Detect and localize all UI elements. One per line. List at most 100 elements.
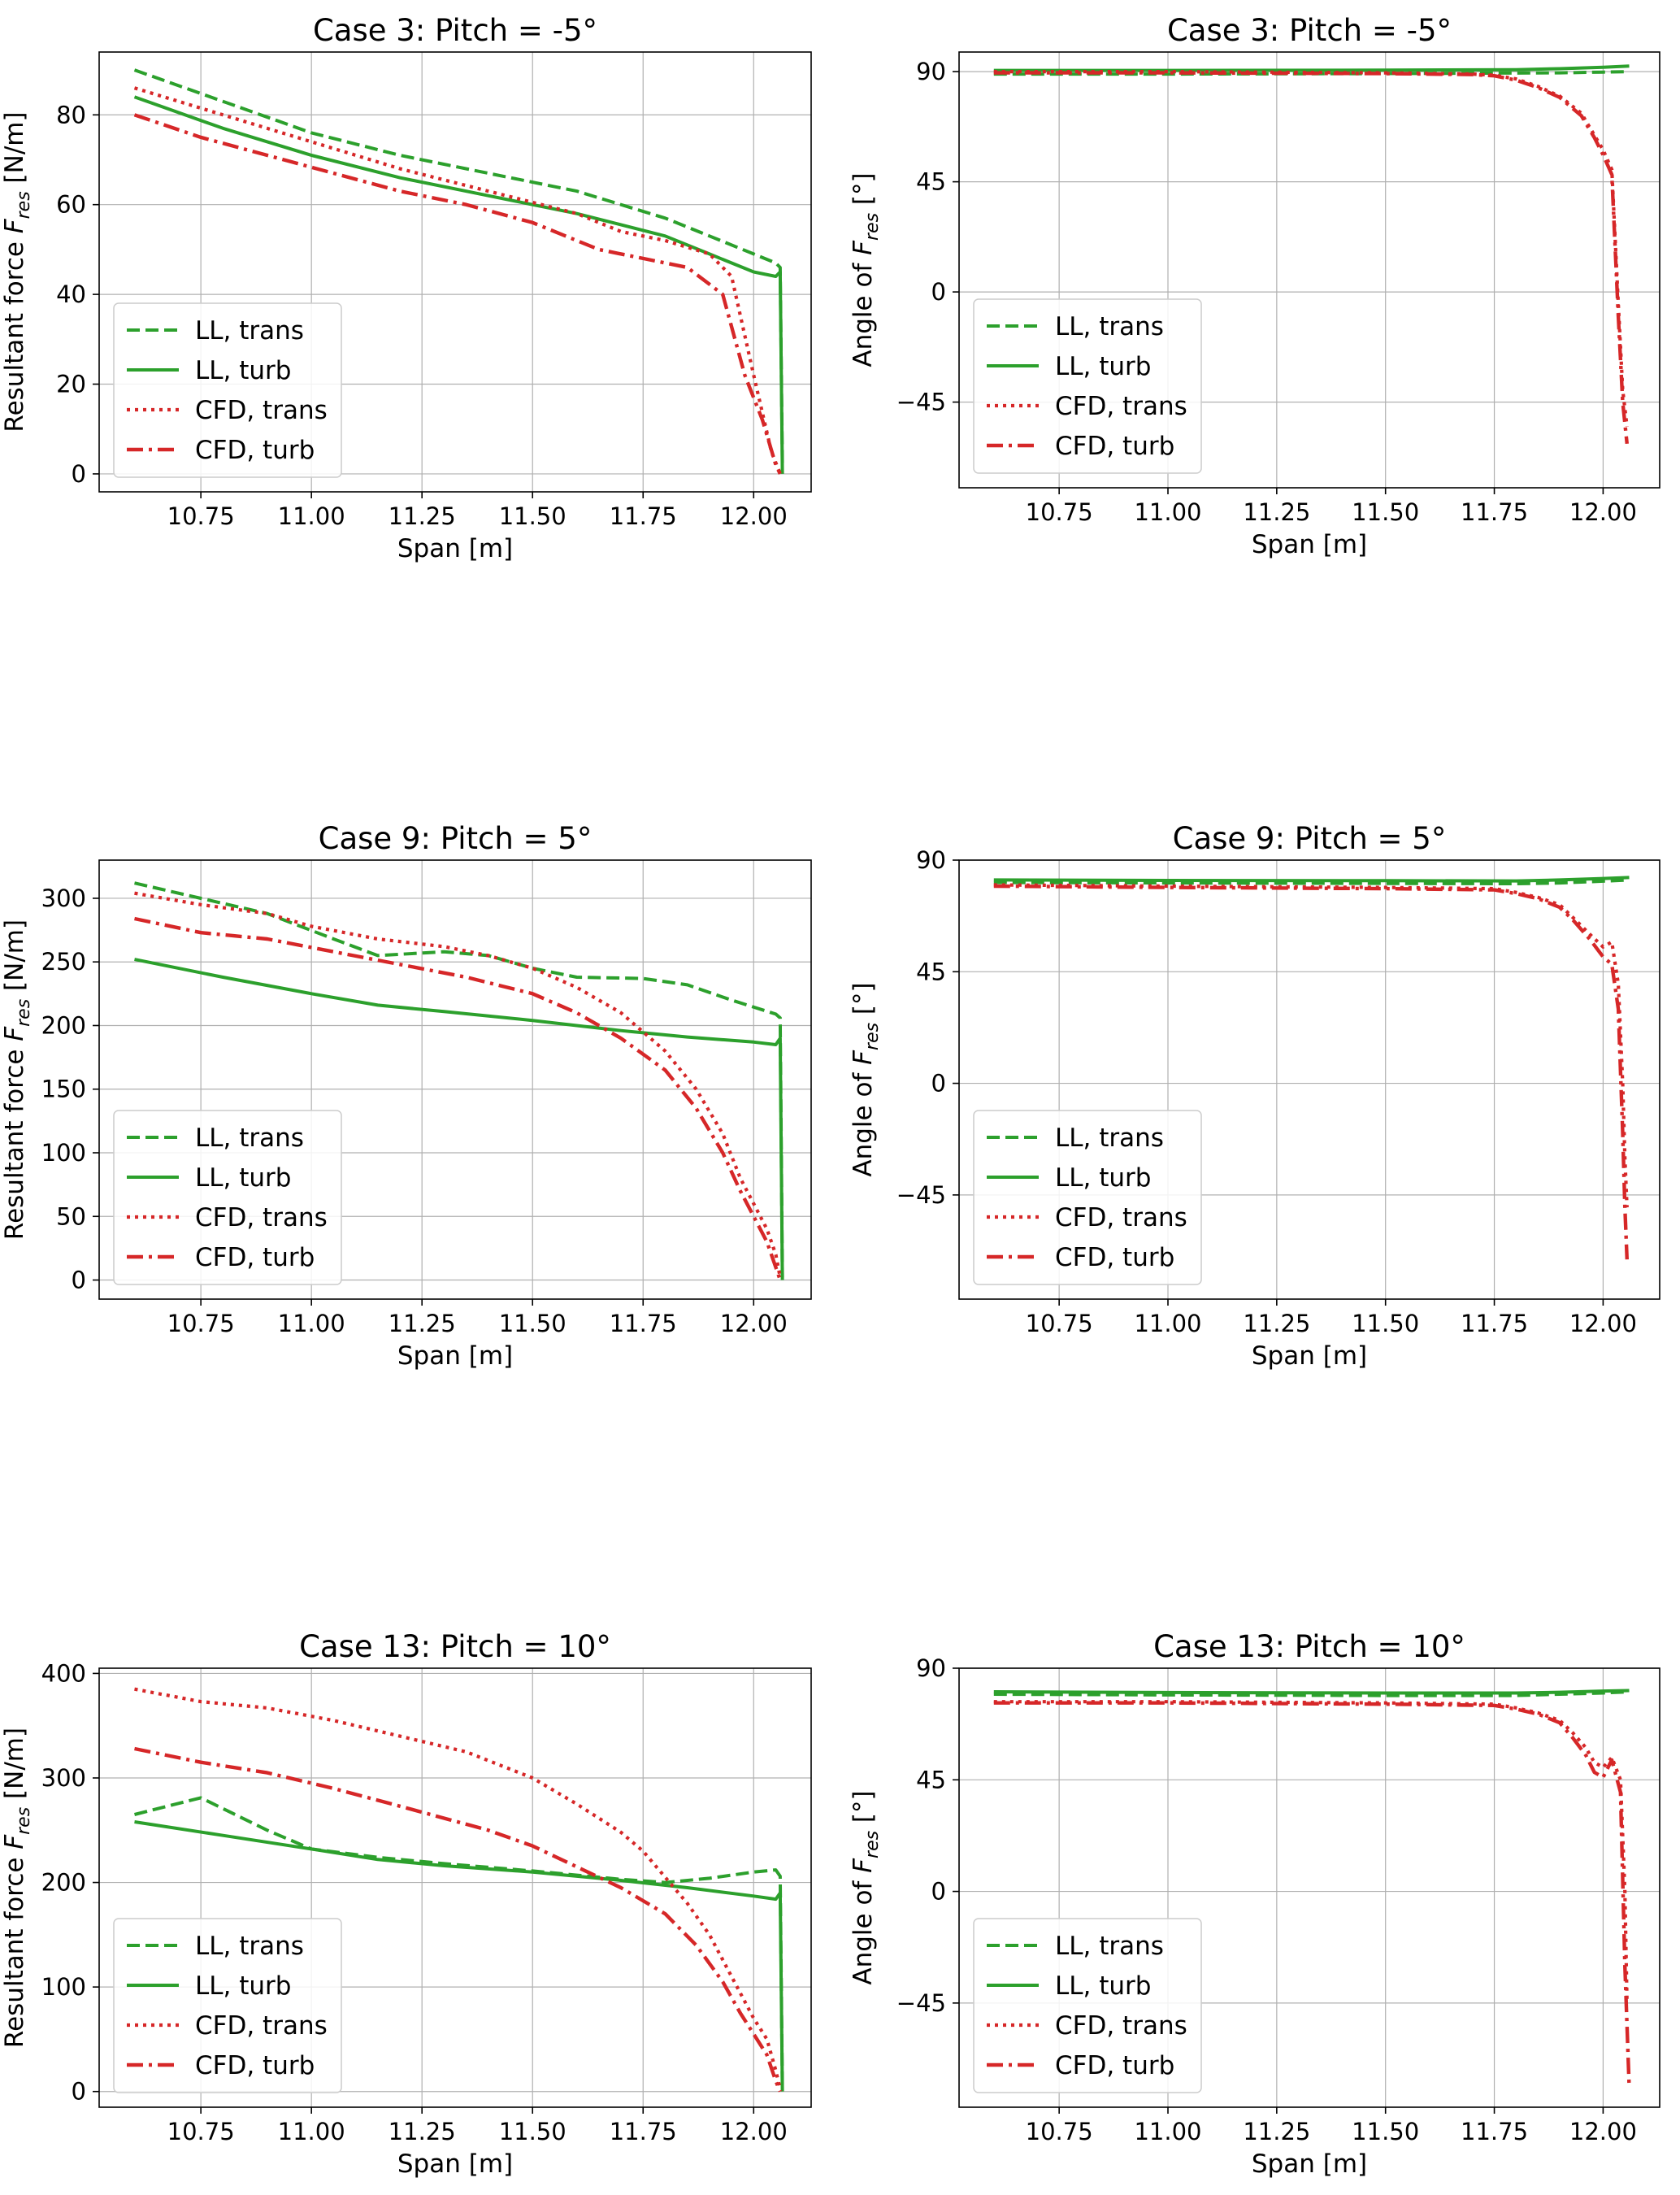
- y-tick-label: 300: [41, 1764, 86, 1792]
- y-axis-label-subscript: res: [14, 191, 34, 219]
- legend-label: LL, turb: [1055, 352, 1151, 381]
- legend: LL, trans LL, turb CFD, trans CFD, turb: [113, 1110, 342, 1285]
- series-line-cfd-turb: [993, 884, 1629, 1260]
- axes-frame: [958, 859, 1660, 1300]
- legend-label: CFD, turb: [195, 2051, 315, 2080]
- x-tick-label: 11.75: [610, 2118, 677, 2145]
- y-tick-label: 0: [72, 1267, 86, 1294]
- x-tick-label: 11.50: [1352, 498, 1419, 526]
- series-group: [993, 876, 1630, 1260]
- y-tick-label: 0: [931, 278, 946, 306]
- series-group: [993, 1689, 1631, 2088]
- series-line-ll-turb: [993, 64, 1630, 72]
- legend-label: CFD, trans: [195, 1203, 328, 1232]
- x-tick-label: 11.00: [1134, 2118, 1201, 2145]
- y-axis-label-symbol: F: [849, 240, 878, 255]
- legend: LL, trans LL, turb CFD, trans CFD, turb: [973, 1918, 1202, 2093]
- series-line-ll-turb: [134, 1820, 784, 2092]
- series-line-cfd-turb: [993, 71, 1629, 445]
- legend-label: LL, turb: [1055, 1971, 1151, 2001]
- y-axis-label-suffix: [°]: [849, 982, 878, 1023]
- y-axis-label-suffix: [N/m]: [0, 111, 29, 191]
- x-tick-label: 12.00: [720, 2118, 788, 2145]
- y-axis-label-symbol: F: [849, 1050, 878, 1065]
- x-tick-label: 11.00: [1134, 1310, 1201, 1337]
- y-axis-label-suffix: [N/m]: [0, 919, 29, 999]
- x-axis-label: Span [m]: [1252, 2149, 1367, 2179]
- legend-label: LL, trans: [1055, 1124, 1164, 1153]
- axes-frame: [958, 51, 1660, 489]
- series-line-cfd-trans: [993, 883, 1629, 1208]
- legend-label: CFD, trans: [1055, 392, 1187, 421]
- y-axis-label-prefix: Angle of: [849, 255, 878, 367]
- x-axis-label: Span [m]: [1252, 1341, 1367, 1371]
- legend-label: LL, turb: [195, 1163, 291, 1193]
- legend-label: LL, trans: [195, 1124, 304, 1153]
- y-tick-label: 400: [41, 1659, 86, 1687]
- chart-panel-4: 10.75 11.00 11.25 11.50 11.75 12.00 −45 0 45 90 Ca…: [849, 821, 1660, 1371]
- y-tick-label: 200: [41, 1869, 86, 1897]
- y-axis-label: Resultant force Fres [N/m]: [0, 1728, 34, 2048]
- y-axis-label: Angle of Fres [°]: [849, 982, 883, 1176]
- series-line-cfd-turb: [133, 113, 782, 475]
- legend-label: CFD, trans: [1055, 2011, 1187, 2041]
- chart-panel-5: 10.75 11.00 11.25 11.50 11.75 12.00 0 100 200 300…: [0, 1629, 812, 2179]
- chart-panel-6: 10.75 11.00 11.25 11.50 11.75 12.00 −45 0 45 90 Ca…: [849, 1629, 1660, 2179]
- chart-title: Case 13: Pitch = 10°: [1153, 1629, 1465, 1664]
- y-tick-label: 45: [916, 958, 946, 985]
- x-axis-label: Span [m]: [397, 2149, 513, 2179]
- legend: LL, trans LL, turb CFD, trans CFD, turb: [113, 302, 342, 478]
- y-axis-label-prefix: Angle of: [849, 1873, 878, 1985]
- series-line-cfd-trans: [993, 1700, 1629, 2003]
- y-tick-label: 80: [56, 101, 86, 128]
- chart-panel-1: 10.75 11.00 11.25 11.50 11.75 12.00 0 20 40 60 80 C…: [0, 13, 812, 563]
- x-axis-label: Span [m]: [1252, 530, 1367, 559]
- y-axis-label-subscript: res: [14, 1807, 34, 1835]
- series-group: [134, 1687, 784, 2093]
- x-tick-label: 11.00: [278, 2118, 345, 2145]
- x-tick-label: 11.00: [278, 1310, 345, 1337]
- series-line-ll-trans: [993, 1690, 1630, 1697]
- x-tick-label: 11.25: [1243, 498, 1310, 526]
- y-axis-label: Resultant force Fres [N/m]: [0, 919, 34, 1240]
- x-tick-label: 12.00: [720, 1310, 788, 1337]
- y-tick-label: 100: [41, 1973, 86, 2001]
- series-line-cfd-turb: [134, 916, 782, 1281]
- chart-title: Case 3: Pitch = -5°: [313, 13, 597, 48]
- y-axis-label-symbol: F: [0, 1026, 29, 1041]
- x-tick-label: 11.50: [1352, 1310, 1419, 1337]
- legend-label: CFD, turb: [195, 1243, 315, 1272]
- legend-label: LL, trans: [195, 316, 304, 346]
- legend-label: LL, turb: [195, 1971, 291, 2001]
- x-tick-label: 11.50: [1352, 2118, 1419, 2145]
- y-tick-label: 150: [41, 1076, 86, 1103]
- y-tick-label: 200: [41, 1011, 86, 1039]
- x-tick-label: 12.00: [1569, 498, 1637, 526]
- series-line-ll-trans: [134, 881, 784, 1278]
- chart-title: Case 3: Pitch = -5°: [1167, 13, 1452, 48]
- x-tick-label: 11.75: [1461, 498, 1528, 526]
- x-tick-label: 11.25: [389, 1310, 456, 1337]
- y-axis-label: Resultant force Fres [N/m]: [0, 111, 34, 432]
- x-tick-label: 11.00: [278, 502, 345, 530]
- x-tick-label: 11.25: [1243, 2118, 1310, 2145]
- y-axis-label-symbol: F: [0, 1834, 29, 1849]
- y-tick-label: 50: [56, 1202, 86, 1230]
- series-line-cfd-turb: [134, 1746, 782, 2093]
- legend-box: [113, 1918, 342, 2093]
- series-line-ll-trans: [993, 878, 1630, 885]
- y-axis-label-symbol: F: [0, 218, 29, 233]
- y-axis-label-subscript: res: [862, 1831, 883, 1858]
- chart-panel-2: 10.75 11.00 11.25 11.50 11.75 12.00 −45 0 45 90 Ca…: [849, 13, 1660, 559]
- x-tick-label: 12.00: [1569, 1310, 1637, 1337]
- legend-box: [973, 1918, 1202, 2093]
- series-group: [133, 68, 784, 475]
- axes-frame: [98, 51, 812, 493]
- x-tick-label: 10.75: [1026, 1310, 1093, 1337]
- series-line-cfd-trans: [133, 86, 782, 475]
- x-tick-label: 12.00: [720, 502, 788, 530]
- y-axis-label: Angle of Fres [°]: [849, 1790, 883, 1984]
- series-group: [993, 64, 1630, 445]
- x-tick-label: 11.50: [499, 502, 567, 530]
